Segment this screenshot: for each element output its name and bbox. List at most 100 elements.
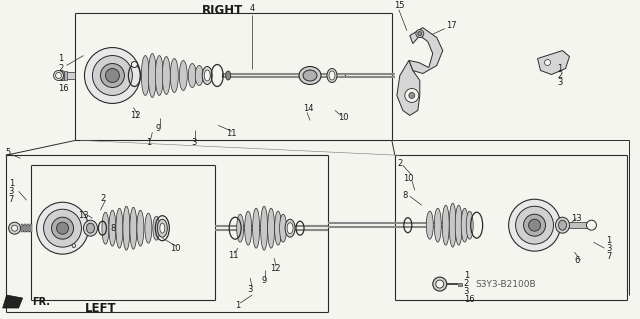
Ellipse shape	[123, 206, 130, 250]
Text: 10: 10	[403, 174, 413, 183]
Ellipse shape	[260, 206, 268, 250]
Text: 1: 1	[607, 236, 612, 245]
Ellipse shape	[163, 56, 170, 94]
Ellipse shape	[226, 71, 230, 80]
Text: 2: 2	[398, 159, 403, 168]
Ellipse shape	[327, 69, 337, 83]
Text: 3: 3	[247, 285, 253, 293]
Circle shape	[418, 32, 422, 36]
Bar	[27, 224, 29, 232]
Ellipse shape	[275, 211, 282, 245]
Text: 7: 7	[607, 252, 612, 261]
Circle shape	[106, 69, 120, 83]
Text: 8: 8	[403, 191, 408, 200]
Text: RIGHT: RIGHT	[202, 4, 243, 17]
Ellipse shape	[244, 211, 252, 245]
Ellipse shape	[160, 223, 165, 233]
Ellipse shape	[170, 58, 179, 93]
Bar	[24, 224, 26, 232]
Text: 2: 2	[58, 64, 64, 73]
Ellipse shape	[329, 71, 335, 80]
Text: 15: 15	[394, 1, 404, 10]
Circle shape	[416, 30, 424, 38]
Polygon shape	[397, 61, 420, 115]
Ellipse shape	[116, 208, 123, 248]
Text: 7: 7	[8, 195, 14, 204]
Text: 3: 3	[58, 74, 64, 83]
Ellipse shape	[299, 67, 321, 85]
Ellipse shape	[157, 219, 167, 237]
Text: 3: 3	[607, 244, 612, 253]
Text: 3: 3	[8, 187, 14, 196]
Text: 13: 13	[79, 211, 89, 220]
Circle shape	[44, 209, 81, 247]
Text: 16: 16	[58, 84, 69, 93]
Ellipse shape	[455, 205, 462, 245]
Circle shape	[529, 219, 541, 231]
Circle shape	[36, 202, 88, 254]
Text: 10: 10	[170, 244, 181, 253]
Text: 3: 3	[557, 78, 563, 87]
Ellipse shape	[204, 70, 210, 81]
Bar	[63, 70, 67, 80]
Ellipse shape	[153, 216, 160, 240]
Text: 6: 6	[70, 241, 76, 250]
Ellipse shape	[130, 207, 137, 249]
Text: 14: 14	[303, 104, 314, 113]
Ellipse shape	[442, 205, 449, 245]
Circle shape	[509, 199, 561, 251]
Text: 11: 11	[228, 251, 239, 260]
Ellipse shape	[280, 214, 287, 242]
Ellipse shape	[426, 211, 433, 239]
Circle shape	[586, 220, 596, 230]
Text: 1: 1	[147, 138, 152, 147]
Polygon shape	[3, 295, 22, 308]
Circle shape	[12, 225, 18, 231]
Polygon shape	[538, 50, 570, 75]
Text: 3: 3	[464, 286, 469, 296]
Bar	[29, 224, 31, 232]
Ellipse shape	[179, 61, 188, 91]
Bar	[20, 224, 22, 232]
Text: 6: 6	[575, 256, 580, 265]
Ellipse shape	[188, 63, 196, 87]
Ellipse shape	[253, 208, 260, 248]
Ellipse shape	[195, 65, 204, 85]
Ellipse shape	[137, 210, 144, 246]
Text: 1: 1	[464, 271, 469, 279]
Text: 17: 17	[445, 21, 456, 30]
Bar	[61, 70, 63, 80]
Text: 1: 1	[557, 64, 563, 73]
Text: 11: 11	[226, 129, 237, 138]
Text: 8: 8	[111, 224, 116, 233]
Circle shape	[56, 72, 61, 78]
Text: 1: 1	[58, 54, 64, 63]
Ellipse shape	[435, 208, 441, 242]
Text: 12: 12	[270, 263, 280, 273]
Circle shape	[433, 277, 447, 291]
Bar	[458, 283, 461, 286]
Circle shape	[409, 93, 415, 99]
Circle shape	[8, 222, 20, 234]
Bar	[58, 71, 74, 79]
Text: 1: 1	[8, 179, 14, 188]
Ellipse shape	[156, 56, 163, 95]
Text: 5: 5	[6, 148, 11, 157]
Circle shape	[100, 63, 124, 87]
Ellipse shape	[466, 211, 473, 239]
Text: LEFT: LEFT	[84, 301, 116, 315]
Ellipse shape	[202, 67, 212, 85]
Circle shape	[92, 56, 132, 95]
Circle shape	[131, 62, 138, 68]
Ellipse shape	[303, 70, 317, 81]
Circle shape	[52, 217, 74, 239]
Ellipse shape	[556, 217, 570, 233]
Text: S3Y3-B2100B: S3Y3-B2100B	[476, 279, 536, 289]
Circle shape	[54, 70, 63, 80]
Circle shape	[516, 206, 554, 244]
Text: 2: 2	[557, 71, 563, 80]
Text: 3: 3	[191, 138, 196, 147]
Circle shape	[405, 88, 419, 102]
Circle shape	[56, 222, 68, 234]
Bar	[20, 225, 31, 231]
